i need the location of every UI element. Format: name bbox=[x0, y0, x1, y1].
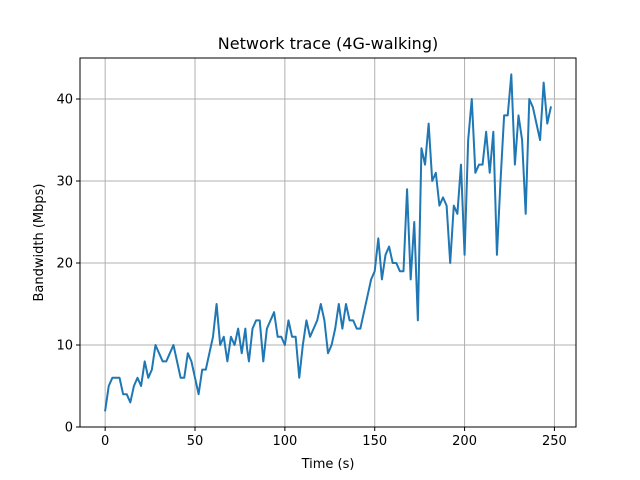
x-tick-label: 0 bbox=[101, 434, 109, 449]
y-tick-label: 10 bbox=[56, 339, 73, 354]
x-tick-label: 200 bbox=[452, 434, 477, 449]
y-axis-label: Bandwidth (Mbps) bbox=[32, 184, 47, 302]
ticks: 0 50 100 150 200 250 0 10 20 30 40 bbox=[56, 93, 566, 450]
bandwidth-line bbox=[104, 73, 552, 412]
axes-frame bbox=[79, 57, 577, 428]
x-tick-label: 150 bbox=[362, 434, 387, 449]
x-tick-label: 100 bbox=[272, 434, 297, 449]
y-tick-label: 20 bbox=[56, 257, 73, 272]
series-layer bbox=[104, 73, 552, 412]
x-tick-label: 250 bbox=[542, 434, 567, 449]
y-tick-label: 0 bbox=[65, 421, 73, 436]
x-tick-label: 50 bbox=[187, 434, 204, 449]
chart-title: Network trace (4G-walking) bbox=[218, 34, 438, 53]
y-tick-label: 30 bbox=[56, 175, 73, 190]
y-tick-label: 40 bbox=[56, 93, 73, 108]
x-axis-label: Time (s) bbox=[301, 457, 355, 472]
